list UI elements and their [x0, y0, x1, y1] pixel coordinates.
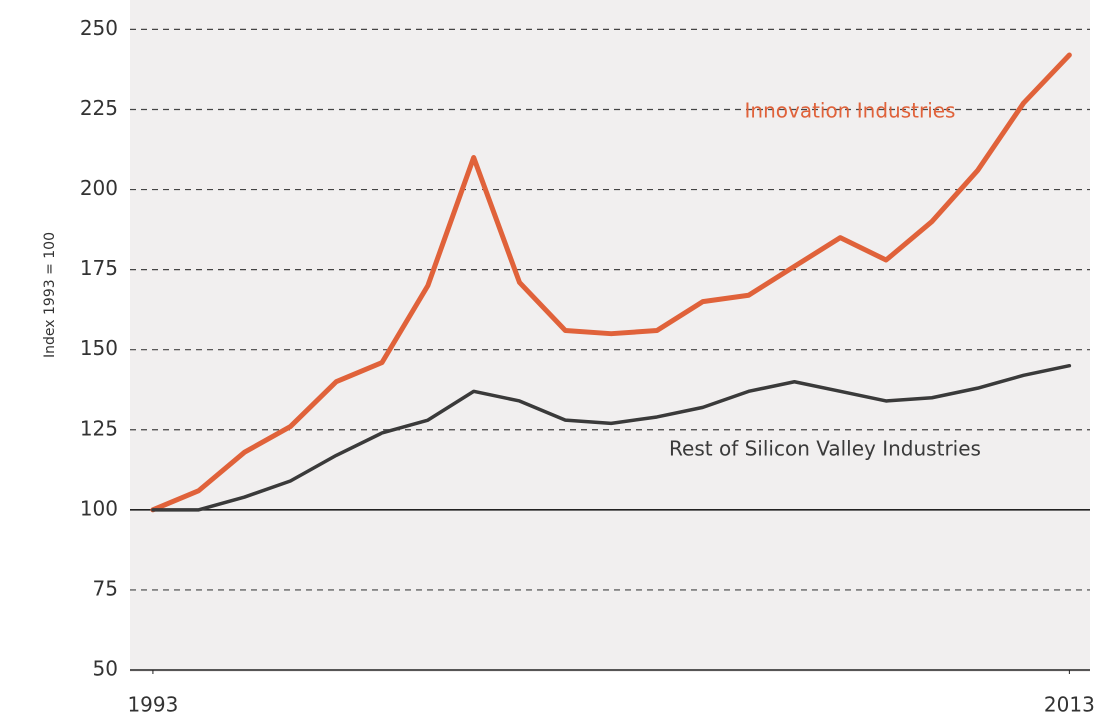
- y-tick-label: 75: [93, 576, 118, 600]
- y-tick-label: 50: [93, 657, 118, 681]
- y-tick-label: 150: [80, 336, 118, 360]
- y-tick-label: 100: [80, 496, 118, 520]
- y-axis-label: Index 1993 = 100: [42, 232, 58, 358]
- series-line: [150, 52, 1072, 513]
- y-tick-label: 200: [80, 176, 118, 200]
- series-line: [151, 363, 1072, 512]
- y-tick-label: 175: [80, 256, 118, 280]
- series-label: Rest of Silicon Valley Industries: [669, 437, 981, 461]
- y-tick-label: 250: [80, 16, 118, 40]
- y-tick-label: 125: [80, 416, 118, 440]
- series-label: Innovation Industries: [745, 99, 956, 123]
- x-tick-label: 1993: [127, 693, 178, 717]
- y-tick-label: 225: [80, 96, 118, 120]
- x-tick-label: 2013: [1044, 693, 1095, 717]
